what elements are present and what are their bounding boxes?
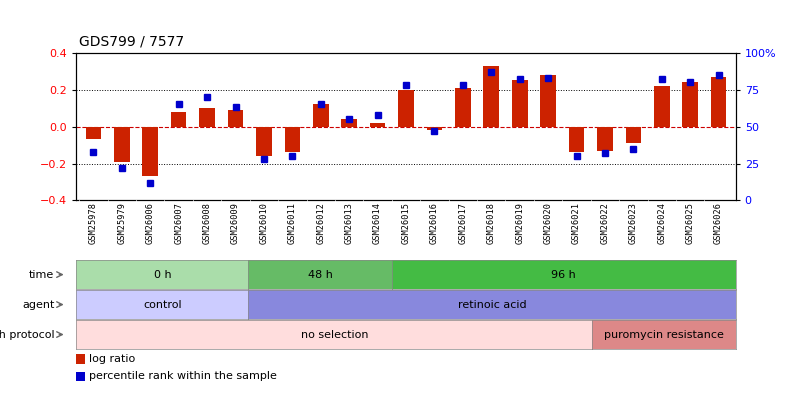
Text: GSM26015: GSM26015 [401, 202, 410, 244]
Text: GSM26006: GSM26006 [145, 202, 154, 244]
Bar [653, 86, 669, 126]
Text: agent: agent [22, 300, 54, 309]
Bar [397, 90, 414, 126]
Text: growth protocol: growth protocol [0, 330, 54, 339]
Bar [710, 77, 726, 126]
Text: GSM25979: GSM25979 [117, 202, 126, 244]
Text: GSM26022: GSM26022 [600, 202, 609, 244]
Text: GSM26014: GSM26014 [373, 202, 381, 244]
Bar [76, 371, 85, 381]
Bar [171, 112, 186, 126]
Bar [568, 126, 584, 152]
Text: GSM26025: GSM26025 [685, 202, 694, 244]
Bar [682, 82, 697, 126]
Text: GSM26019: GSM26019 [515, 202, 524, 244]
Bar [454, 88, 470, 126]
Text: GDS799 / 7577: GDS799 / 7577 [79, 35, 184, 49]
Text: no selection: no selection [300, 330, 368, 339]
Bar [76, 354, 85, 364]
Text: GSM26008: GSM26008 [202, 202, 211, 244]
Text: log ratio: log ratio [89, 354, 136, 364]
Text: GSM26023: GSM26023 [628, 202, 637, 244]
Bar [597, 126, 612, 151]
Bar [483, 66, 499, 126]
Text: GSM26007: GSM26007 [174, 202, 183, 244]
Bar [312, 104, 328, 126]
Bar [625, 126, 640, 143]
Text: GSM26016: GSM26016 [430, 202, 438, 244]
Text: GSM26009: GSM26009 [230, 202, 240, 244]
Text: GSM26010: GSM26010 [259, 202, 268, 244]
Text: GSM26021: GSM26021 [571, 202, 581, 244]
Text: GSM26026: GSM26026 [713, 202, 722, 244]
Bar [114, 126, 129, 162]
Bar [85, 126, 101, 139]
Bar [256, 126, 271, 156]
Text: time: time [29, 270, 54, 279]
Text: GSM25978: GSM25978 [89, 202, 98, 244]
Text: retinoic acid: retinoic acid [457, 300, 526, 309]
Bar [227, 110, 243, 126]
Bar [341, 119, 357, 126]
Bar [142, 126, 158, 177]
Bar [426, 126, 442, 130]
Text: puromycin resistance: puromycin resistance [603, 330, 723, 339]
Bar [369, 123, 385, 126]
Text: GSM26018: GSM26018 [486, 202, 495, 244]
Text: GSM26011: GSM26011 [287, 202, 296, 244]
Text: control: control [143, 300, 181, 309]
Text: percentile rank within the sample: percentile rank within the sample [89, 371, 277, 382]
Text: GSM26024: GSM26024 [657, 202, 666, 244]
Text: 96 h: 96 h [551, 270, 575, 279]
Text: 48 h: 48 h [308, 270, 332, 279]
Text: GSM26013: GSM26013 [344, 202, 353, 244]
Text: GSM26017: GSM26017 [458, 202, 467, 244]
Bar [284, 126, 300, 152]
Text: GSM26020: GSM26020 [543, 202, 552, 244]
Bar [512, 80, 527, 126]
Text: GSM26012: GSM26012 [316, 202, 325, 244]
Bar [199, 108, 214, 126]
Text: 0 h: 0 h [153, 270, 171, 279]
Bar [540, 75, 555, 126]
